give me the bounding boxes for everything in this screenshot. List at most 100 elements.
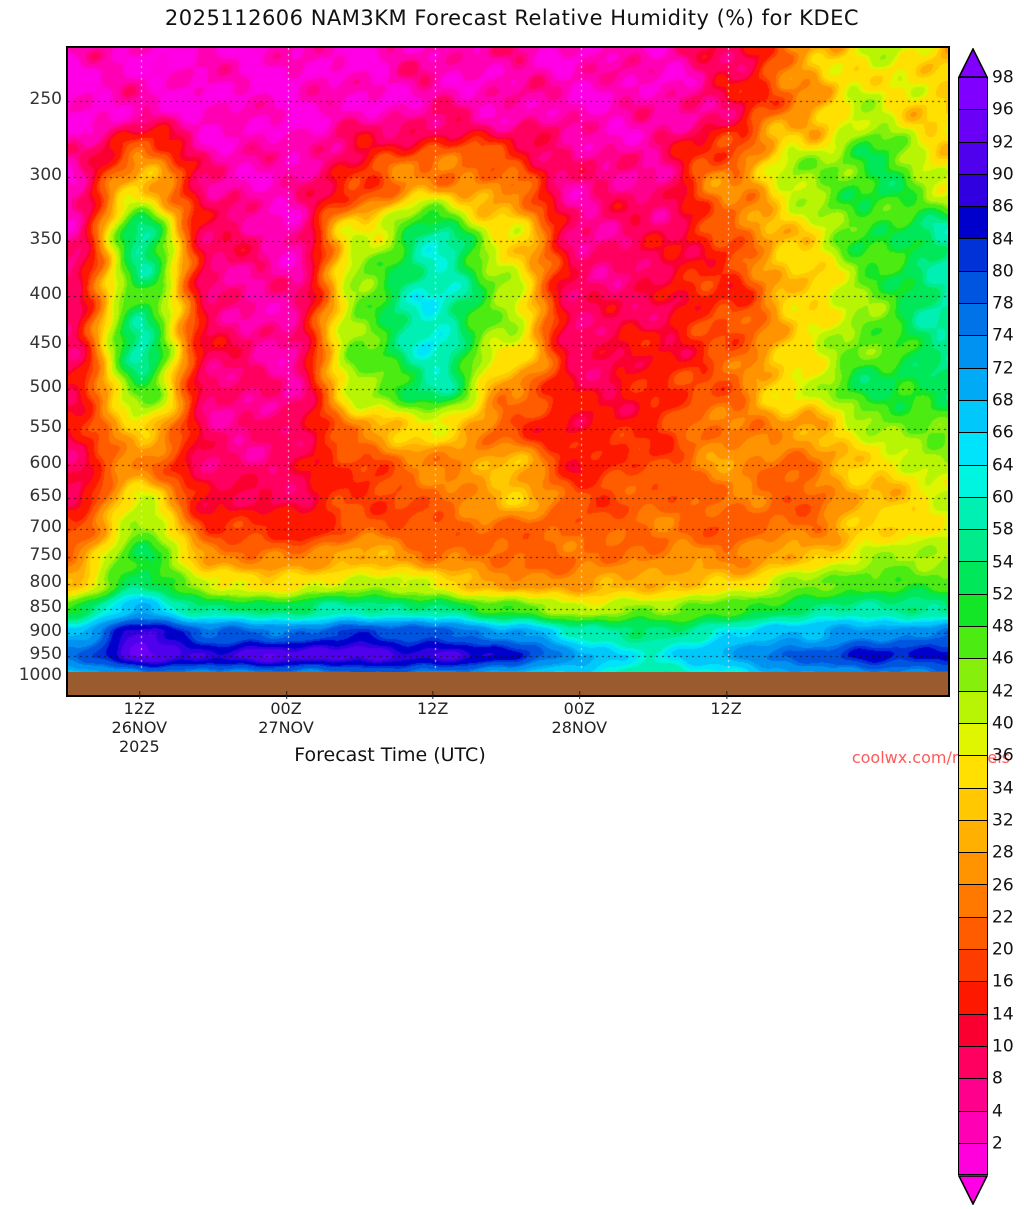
colorbar-tick-label: 28	[992, 842, 1014, 863]
colorbar-swatch	[958, 787, 988, 820]
colorbar-tick-label: 90	[992, 164, 1014, 185]
colorbar-legend: 98 96 92 90 86 84 80 78 74 72 68 66 64 60 58 54 52 48 46 42…	[956, 46, 1024, 1206]
x-axis-tick-time: 12Z	[123, 699, 155, 718]
colorbar-swatch	[958, 1045, 988, 1079]
colorbar-tick-label: 96	[992, 99, 1014, 120]
y-axis-tick-label: 300	[29, 164, 62, 185]
colorbar-swatch	[958, 432, 988, 465]
colorbar-tick-label: 34	[992, 778, 1014, 799]
colorbar-swatch	[958, 819, 988, 853]
y-axis-tick-label: 450	[29, 333, 62, 354]
y-axis-tick-label: 350	[29, 228, 62, 249]
colorbar-swatch	[958, 464, 988, 497]
colorbar-swatch	[958, 852, 988, 885]
colorbar-swatch	[958, 303, 988, 336]
y-axis-tick-label: 850	[29, 597, 62, 618]
colorbar-over-arrow-icon	[957, 47, 989, 78]
humidity-cross-section-plot	[66, 46, 950, 679]
colorbar-swatch	[958, 949, 988, 982]
colorbar-tick-label: 26	[992, 875, 1014, 895]
colorbar-swatch	[958, 722, 988, 756]
colorbar-swatch	[958, 1110, 988, 1143]
colorbar-tick-label: 66	[992, 422, 1014, 443]
colorbar-tick-label: 14	[992, 1004, 1014, 1025]
x-axis-tick-mark	[286, 691, 287, 699]
x-axis-tick-mark	[725, 691, 727, 699]
colorbar-tick-label: 86	[992, 196, 1014, 217]
colorbar-swatch	[958, 884, 988, 917]
terrain-band	[66, 672, 950, 697]
contour-field	[68, 48, 948, 677]
colorbar-swatch	[958, 1013, 988, 1046]
colorbar-tick-label: 98	[992, 67, 1014, 88]
colorbar-swatch	[958, 173, 988, 207]
colorbar-swatch	[958, 690, 988, 723]
colorbar-tick-label: 68	[992, 390, 1014, 411]
colorbar-tick-label: 40	[992, 713, 1014, 734]
colorbar-swatch	[958, 367, 988, 400]
x-axis-title: Forecast Time (UTC)	[294, 744, 486, 766]
y-axis-tick-label: 800	[29, 572, 62, 593]
colorbar-swatch	[958, 77, 988, 110]
x-axis-tick-year: 2025	[118, 737, 160, 756]
colorbar-swatch	[958, 981, 988, 1014]
colorbar-swatch	[958, 1078, 988, 1111]
y-axis-tick-label: 900	[29, 621, 62, 642]
colorbar-swatch	[958, 238, 988, 271]
colorbar-tick-label: 48	[992, 616, 1014, 637]
colorbar-swatch	[958, 561, 988, 594]
colorbar-tick-label: 20	[992, 939, 1014, 960]
colorbar-swatch	[958, 1142, 988, 1176]
page-title: 2025112606 NAM3KM Forecast Relative Humi…	[164, 6, 860, 30]
colorbar-tick-label: 8	[992, 1068, 1003, 1089]
colorbar-swatch	[958, 109, 988, 142]
colorbar-swatch	[958, 141, 988, 174]
x-axis-tick-date: 26NOV	[111, 718, 168, 737]
y-axis-tick-label: 700	[29, 516, 62, 537]
colorbar-tick-label: 60	[992, 487, 1014, 508]
x-axis-tick-time: 12Z	[416, 699, 449, 718]
colorbar-swatch	[958, 270, 988, 304]
colorbar-swatch	[958, 529, 988, 562]
y-axis-tick-label: 1000	[18, 665, 62, 685]
x-axis-tick-time: 12Z	[710, 699, 742, 718]
colorbar-swatch	[958, 335, 988, 368]
colorbar-tick-label: 80	[992, 261, 1014, 282]
x-axis-tick-date: 28NOV	[551, 718, 608, 737]
colorbar-tick-label: 72	[992, 358, 1014, 379]
colorbar-swatches	[958, 77, 988, 1176]
y-axis-tick-label: 250	[29, 89, 62, 110]
y-axis-tick-label: 950	[29, 643, 62, 664]
colorbar-tick-label: 42	[992, 681, 1014, 702]
colorbar-tick-label: 10	[992, 1036, 1014, 1057]
x-axis-tick-group: 12Z	[416, 691, 449, 718]
colorbar-swatch	[958, 916, 988, 950]
x-axis-tick-group: 12Z	[710, 691, 742, 718]
colorbar-tick-label: 16	[992, 971, 1014, 992]
colorbar-swatch	[958, 496, 988, 530]
y-axis-tick-label: 500	[29, 377, 62, 398]
colorbar-swatch	[958, 755, 988, 788]
colorbar-tick-label: 58	[992, 519, 1014, 540]
x-axis: 12Z 26NOV 2025 00Z 27NOV 12Z 00Z 28NOV 12Z	[0, 691, 1024, 768]
y-axis: 250 300 350 400 450 500 550 600 650 700 750 800 850 9…	[0, 0, 62, 768]
y-axis-tick-label: 650	[29, 486, 62, 507]
colorbar-tick-label: 32	[992, 810, 1014, 831]
y-axis-tick-label: 750	[29, 545, 62, 566]
colorbar-tick-label: 4	[992, 1101, 1003, 1122]
x-axis-tick-mark	[579, 691, 581, 699]
colorbar-tick-label: 78	[992, 293, 1014, 314]
x-axis-tick-time: 00Z	[563, 699, 595, 718]
colorbar-tick-label: 36	[992, 745, 1014, 766]
y-axis-tick-label: 600	[29, 452, 62, 473]
colorbar-tick-label: 46	[992, 648, 1014, 669]
y-axis-tick-label: 550	[29, 416, 62, 437]
colorbar-tick-label: 92	[992, 132, 1014, 153]
colorbar-tick-label: 2	[992, 1133, 1003, 1154]
colorbar-under-arrow-icon	[957, 1175, 989, 1206]
x-axis-tick-group: 12Z 26NOV 2025	[111, 691, 168, 756]
x-axis-tick-mark	[139, 691, 141, 699]
x-axis-tick-group: 00Z 27NOV	[258, 691, 314, 737]
colorbar-tick-label: 84	[992, 229, 1014, 249]
colorbar-swatch	[958, 206, 988, 239]
